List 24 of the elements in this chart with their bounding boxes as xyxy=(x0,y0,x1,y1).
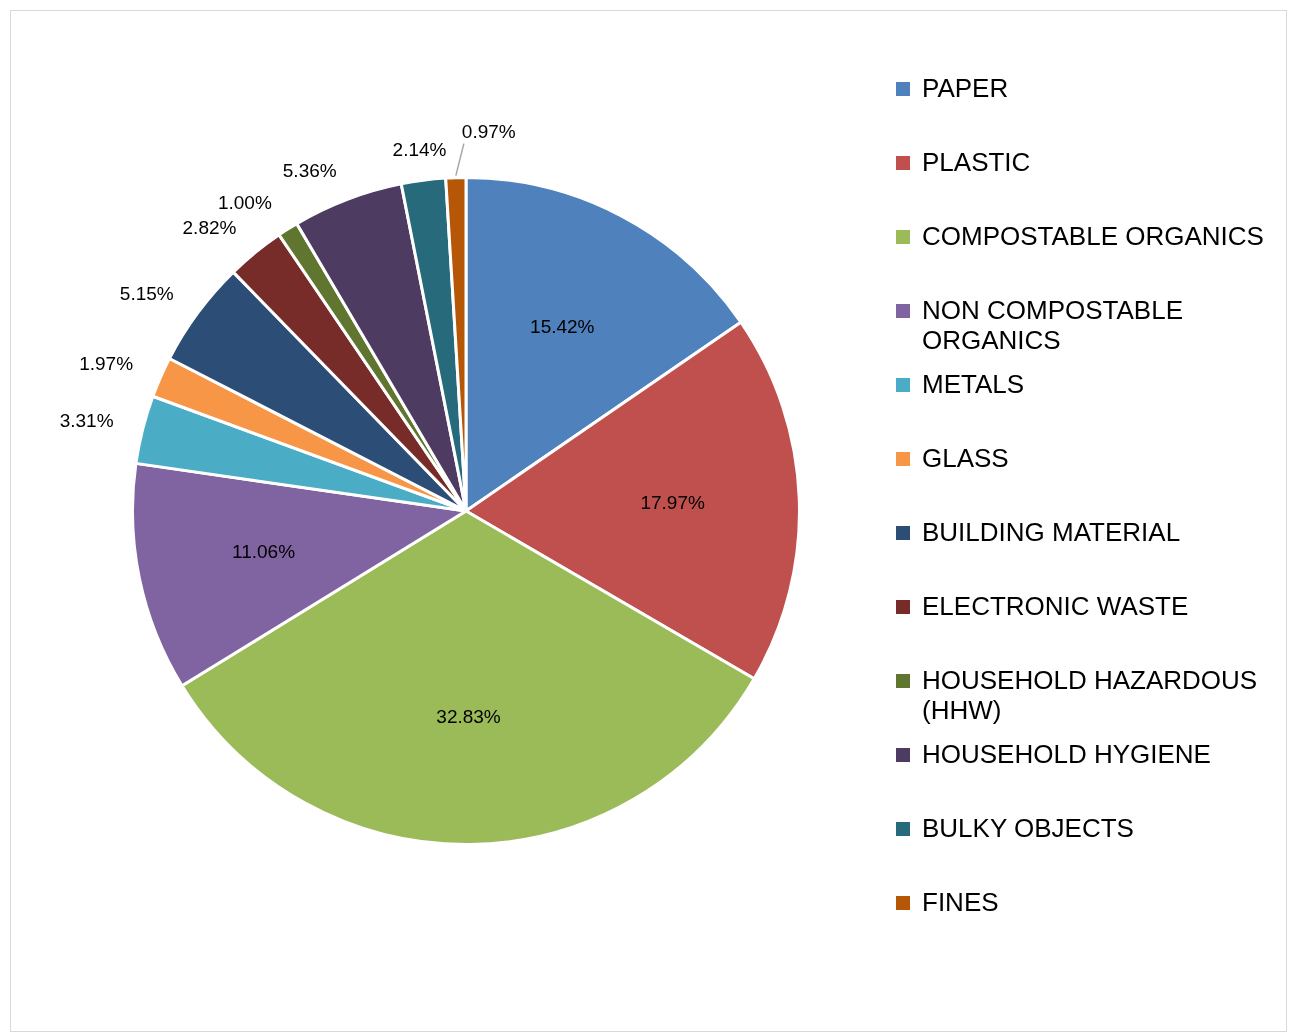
legend-label: GLASS xyxy=(922,443,1009,473)
legend-label: FINES xyxy=(922,887,999,917)
legend-label: METALS xyxy=(922,369,1025,399)
legend-label: HOUSEHOLD HAZARDOUS (HHW) xyxy=(922,665,1259,725)
legend-label: HOUSEHOLD HYGIENE xyxy=(922,739,1211,769)
data-label: 15.42% xyxy=(530,316,595,338)
data-label: 2.14% xyxy=(392,138,447,160)
legend-label: PLASTIC xyxy=(922,147,1031,177)
data-label: 17.97% xyxy=(640,491,705,513)
legend-label: PAPER xyxy=(922,73,1009,103)
data-label: 0.97% xyxy=(461,120,516,142)
legend-label: ELECTRONIC WASTE xyxy=(922,591,1189,621)
legend-label: NON COMPOSTABLE ORGANICS xyxy=(922,295,1184,355)
legend-label: COMPOSTABLE ORGANICS xyxy=(922,221,1264,251)
legend-label: BUILDING MATERIAL xyxy=(922,517,1181,547)
legend-label: BULKY OBJECTS xyxy=(922,813,1134,843)
data-label: 2.82% xyxy=(182,217,237,239)
data-label: 5.36% xyxy=(282,159,337,181)
data-label: 3.31% xyxy=(59,410,114,432)
data-label: 5.15% xyxy=(119,283,174,305)
data-label: 32.83% xyxy=(436,705,501,727)
data-label: 11.06% xyxy=(232,541,296,563)
data-label: 1.97% xyxy=(79,353,134,375)
data-label: 1.00% xyxy=(217,191,272,213)
